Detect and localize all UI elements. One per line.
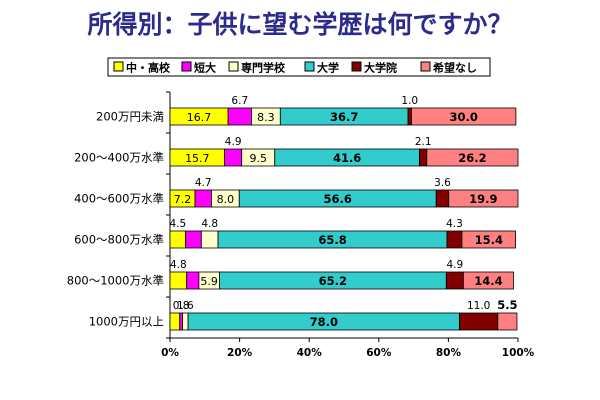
data-label: 19.9: [469, 192, 497, 206]
data-label: 15.4: [475, 233, 503, 247]
data-label: 7.2: [174, 193, 192, 206]
x-tick-label: 100%: [502, 347, 535, 359]
data-label: 6.7: [231, 95, 248, 107]
category-label: 200～400万水準: [74, 151, 164, 165]
data-label: 5.5: [497, 298, 517, 312]
data-label: 11.0: [467, 300, 490, 312]
data-label: 0.8: [173, 300, 190, 312]
legend-label: 大学: [317, 61, 339, 75]
data-label: 2.1: [415, 136, 432, 148]
bar-segment: [497, 312, 518, 331]
data-label: 4.3: [446, 218, 463, 230]
legend-swatch: [113, 61, 124, 72]
data-label: 4.5: [169, 218, 186, 230]
bar-segment: [448, 189, 519, 208]
chart-title: 所得別：子供に望む学歴は何ですか？: [87, 10, 512, 39]
category-label: 400～600万水準: [74, 192, 164, 206]
bar-segment: [462, 271, 514, 290]
x-tick-label: 20%: [227, 347, 253, 359]
data-label: 9.5: [249, 152, 267, 165]
bar-segment: [200, 230, 219, 249]
legend: 中・高校 短大 専門学校 大学 大学院 希望なし: [107, 57, 491, 77]
data-label: 8.3: [257, 111, 275, 124]
data-label: 36.7: [330, 110, 358, 124]
category-label: 600～800万水準: [74, 233, 164, 247]
data-label: 4.8: [201, 218, 218, 230]
legend-label: 短大: [194, 61, 216, 75]
legend-label: 中・高校: [126, 61, 171, 75]
data-label: 1.0: [401, 95, 418, 107]
category-label: 200万円未満: [96, 110, 164, 124]
bar-segment: [224, 148, 243, 167]
legend-swatch: [304, 61, 315, 72]
bar-segment: [461, 230, 516, 249]
legend-box: [107, 57, 491, 77]
bar-segment: [426, 148, 519, 167]
bar-segment: [445, 271, 464, 290]
x-tick-label: 40%: [297, 347, 323, 359]
data-label: 78.0: [310, 315, 338, 329]
plot-area: 0% 20% 40% 60% 80% 100% 200万円未満 16.7 6.7 8.3 36.7 1…: [67, 91, 535, 359]
data-label: 65.2: [319, 274, 347, 288]
bar-segment: [459, 312, 499, 331]
bar-segment: [169, 230, 187, 249]
bar-segment: [182, 312, 189, 331]
data-label: 4.8: [170, 259, 187, 271]
data-label: 26.2: [458, 151, 486, 165]
data-label: 15.7: [185, 152, 210, 165]
legend-label: 希望なし: [432, 61, 477, 75]
bar-segment: [435, 189, 450, 208]
bar-segment: [185, 230, 202, 249]
bar-segment: [194, 189, 212, 208]
x-tick-label: 0%: [161, 347, 179, 359]
data-label: 56.6: [324, 192, 352, 206]
data-label: 16.7: [187, 111, 212, 124]
bar-segment: [227, 107, 252, 126]
legend-swatch: [228, 61, 239, 72]
bar-segment: [179, 312, 183, 331]
category-label: 1000万円以上: [89, 315, 164, 329]
legend-swatch: [351, 61, 362, 72]
data-label: 4.9: [225, 136, 242, 148]
bar-segment: [407, 107, 412, 126]
bar-segment: [169, 271, 188, 290]
category-label: 800～1000万水準: [67, 274, 164, 288]
bar-segment: [446, 230, 463, 249]
legend-swatch: [420, 61, 431, 72]
bar-segment: [411, 107, 517, 126]
x-tick-label: 80%: [436, 347, 462, 359]
legend-label: 専門学校: [241, 61, 286, 75]
bar-segment: [169, 312, 181, 331]
x-tick-label: 60%: [366, 347, 392, 359]
data-label: 41.6: [333, 151, 361, 165]
data-label: 14.4: [474, 274, 502, 288]
legend-swatch: [181, 61, 192, 72]
data-label: 4.9: [446, 259, 463, 271]
bar-segment: [419, 148, 428, 167]
legend-label: 大学院: [364, 61, 397, 75]
data-label: 4.7: [195, 177, 212, 189]
data-label: 3.6: [434, 177, 451, 189]
bar-segment: [186, 271, 200, 290]
data-label: 65.8: [318, 233, 346, 247]
data-label: 5.9: [200, 275, 218, 288]
data-label: 30.0: [450, 110, 478, 124]
data-label: 8.0: [217, 193, 235, 206]
data-label: 1.6: [177, 300, 194, 312]
